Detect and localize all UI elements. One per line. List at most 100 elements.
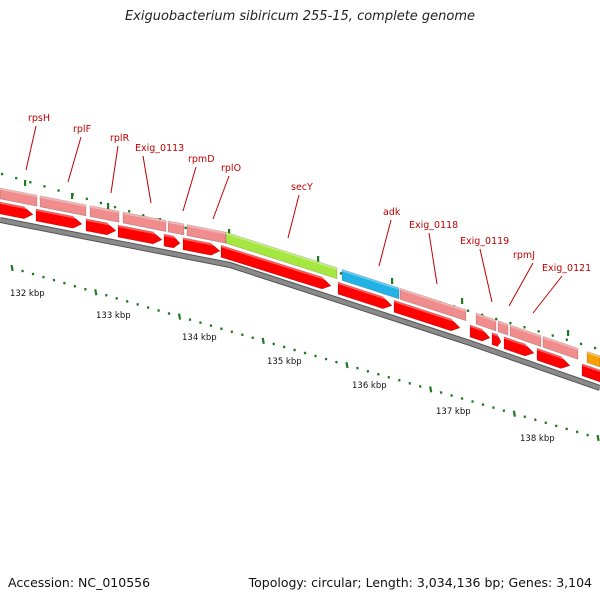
gene-upper-1 bbox=[39, 195, 87, 217]
upper-tick-0 bbox=[0, 172, 4, 176]
gene-upper-11 bbox=[509, 324, 542, 347]
leader-line-rplr bbox=[110, 145, 119, 194]
gene-lower-3 bbox=[117, 224, 163, 245]
gene-label-rplf: rplF bbox=[73, 124, 91, 135]
lower-tick-28 bbox=[303, 351, 307, 355]
kbp-label: 136 kbp bbox=[352, 381, 387, 391]
lower-tick-2 bbox=[31, 272, 35, 276]
upper-dash-4 bbox=[228, 229, 231, 235]
leader-line-exig_0119 bbox=[479, 248, 493, 303]
gene-upper-3 bbox=[122, 211, 167, 232]
lower-tick-19 bbox=[209, 324, 213, 328]
gene-upper-6 bbox=[225, 231, 338, 280]
lower-tick-10 bbox=[115, 296, 119, 300]
leader-line-rpmd bbox=[182, 166, 197, 212]
gene-lower-0 bbox=[0, 201, 34, 220]
lower-tick-47 bbox=[502, 409, 506, 413]
lower-tick-51 bbox=[544, 421, 548, 425]
upper-tick-39 bbox=[551, 334, 555, 337]
lower-tick-24 bbox=[261, 337, 265, 344]
upper-dash-0 bbox=[24, 180, 27, 186]
lower-tick-54 bbox=[575, 430, 579, 434]
lower-tick-7 bbox=[84, 287, 87, 291]
upper-tick-41 bbox=[579, 342, 583, 346]
lower-tick-13 bbox=[146, 306, 150, 309]
upper-tick-35 bbox=[494, 317, 498, 321]
lower-tick-26 bbox=[282, 345, 286, 349]
gene-upper-13 bbox=[586, 351, 600, 368]
gene-lower-12 bbox=[536, 347, 571, 369]
gene-label-exig_0119: Exig_0119 bbox=[460, 236, 509, 247]
gene-label-rplo: rplO bbox=[221, 163, 241, 174]
lower-tick-53 bbox=[565, 427, 568, 431]
lower-tick-48 bbox=[512, 410, 516, 417]
backbone-line bbox=[0, 218, 600, 390]
gene-lower-1 bbox=[35, 208, 83, 229]
gene-upper-12 bbox=[542, 335, 579, 360]
lower-tick-52 bbox=[554, 424, 558, 428]
gene-labels: rpsH rplF rplR Exig_0113 rpmD rplO secY adk Exig… bbox=[28, 113, 591, 274]
upper-dash-7 bbox=[461, 298, 464, 304]
gene-lower-6 bbox=[220, 244, 332, 290]
upper-dash-5 bbox=[317, 256, 320, 262]
gene-lower-9 bbox=[469, 324, 491, 342]
lower-tick-49 bbox=[523, 415, 527, 419]
upper-tick-3 bbox=[43, 185, 46, 188]
gene-upper-10 bbox=[497, 320, 509, 336]
lower-tick-42 bbox=[450, 394, 453, 397]
lower-tick-39 bbox=[418, 385, 422, 388]
gene-label-exig_0118: Exig_0118 bbox=[409, 220, 458, 231]
upper-tick-36 bbox=[509, 321, 512, 325]
gene-lower-11 bbox=[503, 336, 535, 357]
leader-line-secy bbox=[287, 194, 300, 239]
lower-tick-45 bbox=[481, 403, 485, 406]
gene-lower-5 bbox=[182, 237, 221, 256]
gene-lower-13 bbox=[581, 363, 600, 383]
gene-upper-7 bbox=[341, 268, 400, 300]
gene-label-exig_0121: Exig_0121 bbox=[542, 263, 591, 274]
upper-tick-38 bbox=[537, 330, 540, 333]
leader-line-adk bbox=[378, 219, 392, 267]
upper-tick-2 bbox=[29, 180, 32, 184]
lower-tick-17 bbox=[188, 318, 192, 321]
gene-lower-10 bbox=[491, 332, 502, 347]
upper-tick-7 bbox=[99, 201, 103, 205]
kbp-label: 135 kbp bbox=[267, 357, 302, 367]
gene-upper-0 bbox=[0, 187, 38, 207]
lower-tick-43 bbox=[460, 397, 464, 400]
gene-label-rplr: rplR bbox=[110, 133, 130, 144]
gene-label-rpmj: rpmJ bbox=[513, 250, 535, 261]
page-title: Exiguobacterium sibiricum 255-15, comple… bbox=[124, 9, 476, 24]
lower-tick-1 bbox=[21, 269, 24, 273]
gene-label-adk: adk bbox=[383, 207, 401, 218]
lower-tick-44 bbox=[471, 400, 474, 403]
lower-tick-27 bbox=[293, 348, 296, 352]
gene-lower-8 bbox=[393, 299, 461, 332]
lower-tick-56 bbox=[596, 434, 600, 442]
lower-tick-34 bbox=[366, 369, 370, 373]
lower-tick-8 bbox=[94, 289, 98, 296]
leader-line-exig_0118 bbox=[428, 232, 438, 285]
upper-tick-4 bbox=[57, 189, 60, 192]
leader-line-exig_0113 bbox=[142, 155, 152, 204]
gene-lower-2 bbox=[85, 218, 117, 236]
upper-dash-2 bbox=[107, 203, 110, 209]
lower-tick-9 bbox=[104, 293, 108, 297]
gene-label-rpmd: rpmD bbox=[188, 154, 215, 165]
upper-tick-24 bbox=[339, 272, 343, 275]
lower-tick-3 bbox=[42, 275, 45, 279]
upper-tick-8 bbox=[113, 205, 117, 209]
topology-text: Topology: circular; Length: 3,034,136 bp… bbox=[248, 575, 592, 590]
kbp-label: 138 kbp bbox=[520, 434, 555, 444]
lower-tick-15 bbox=[167, 312, 171, 315]
lower-tick-16 bbox=[177, 313, 182, 320]
accession-text: Accession: NC_010556 bbox=[8, 575, 151, 590]
lower-tick-0 bbox=[10, 264, 14, 272]
lower-tick-32 bbox=[345, 361, 349, 369]
gene-label-secy: secY bbox=[291, 182, 313, 193]
upper-tick-13 bbox=[184, 226, 187, 230]
lower-tick-14 bbox=[157, 309, 160, 312]
lower-tick-20 bbox=[220, 327, 223, 331]
lower-tick-row bbox=[10, 264, 600, 442]
